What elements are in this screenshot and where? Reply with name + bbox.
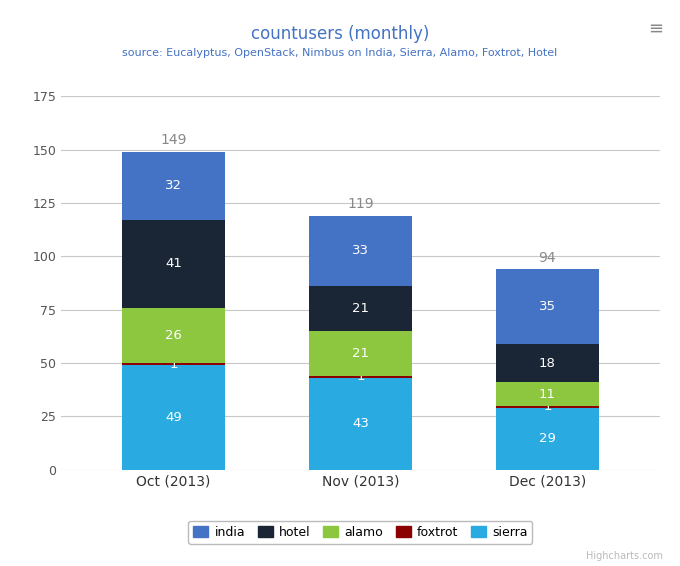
Text: 1: 1	[356, 370, 364, 383]
Text: 1: 1	[543, 400, 551, 413]
Text: 49: 49	[165, 411, 182, 424]
Bar	[309, 378, 412, 470]
Text: Highcharts.com: Highcharts.com	[586, 551, 663, 561]
Bar	[496, 406, 599, 408]
Text: ≡: ≡	[648, 20, 663, 38]
Text: 32: 32	[165, 179, 182, 192]
Bar	[496, 382, 599, 406]
Text: 41: 41	[165, 258, 182, 271]
Text: 119: 119	[347, 198, 374, 212]
Bar	[496, 269, 599, 344]
Legend: india, hotel, alamo, foxtrot, sierra: india, hotel, alamo, foxtrot, sierra	[188, 521, 532, 544]
Bar	[122, 363, 225, 365]
Bar	[309, 216, 412, 286]
Text: source: Eucalyptus, OpenStack, Nimbus on India, Sierra, Alamo, Foxtrot, Hotel: source: Eucalyptus, OpenStack, Nimbus on…	[122, 48, 558, 58]
Bar	[122, 220, 225, 307]
Text: 149: 149	[160, 134, 186, 148]
Text: 18: 18	[539, 357, 556, 370]
Text: 35: 35	[539, 300, 556, 313]
Text: 11: 11	[539, 388, 556, 401]
Bar	[496, 344, 599, 382]
Text: 26: 26	[165, 329, 182, 342]
Bar	[122, 307, 225, 363]
Bar	[309, 331, 412, 376]
Text: 29: 29	[539, 432, 556, 445]
Bar	[496, 408, 599, 470]
Text: 94: 94	[539, 251, 556, 265]
Text: 1: 1	[169, 358, 177, 371]
Text: 43: 43	[352, 417, 369, 430]
Bar	[122, 152, 225, 220]
Text: 33: 33	[352, 245, 369, 258]
Bar	[309, 286, 412, 331]
Text: 21: 21	[352, 347, 369, 360]
Text: 21: 21	[352, 302, 369, 315]
Bar	[309, 376, 412, 378]
Bar	[122, 365, 225, 470]
Text: countusers (monthly): countusers (monthly)	[251, 25, 429, 44]
